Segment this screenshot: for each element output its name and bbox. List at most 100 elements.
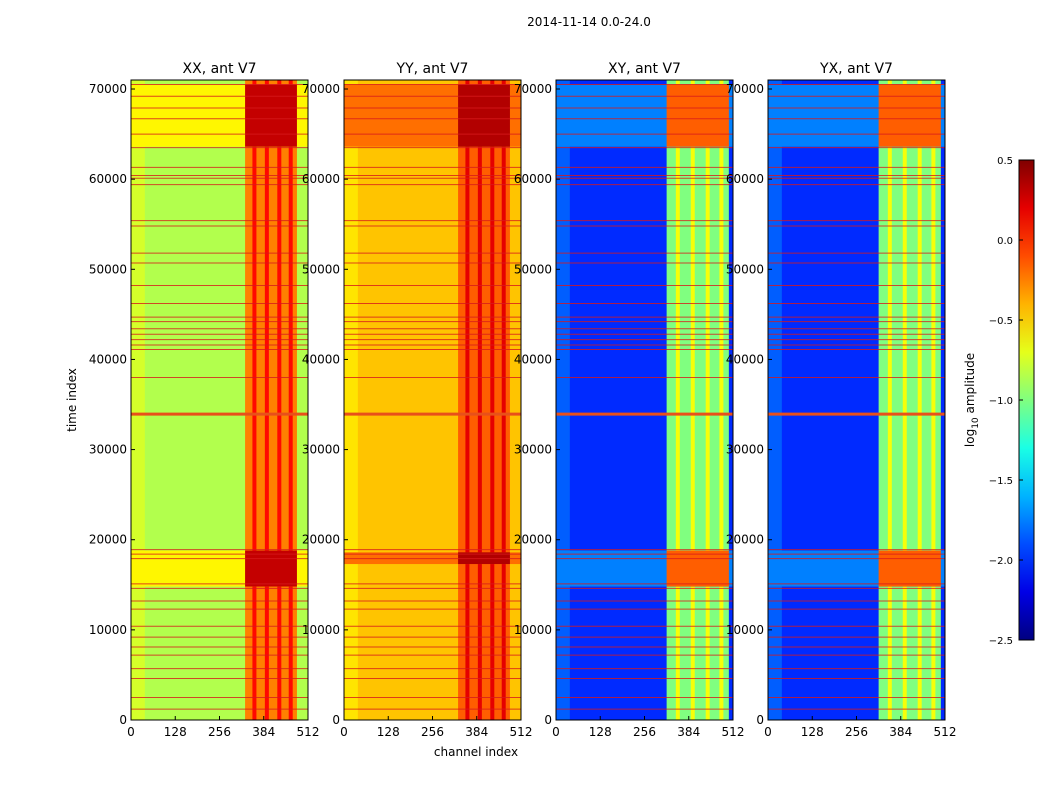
heatmap-strong-block-rfi: [666, 84, 729, 147]
x-tick-label: 512: [297, 725, 320, 739]
heatmap-rfi-stripe: [690, 80, 695, 720]
figure-suptitle: 2014-11-14 0.0-24.0: [527, 15, 651, 29]
heatmap-rfi-stripe: [931, 80, 936, 720]
heatmap-rfi-stripe: [477, 80, 482, 720]
x-axis-label: channel index: [434, 745, 518, 759]
heatmap-rfi-stripe: [719, 80, 724, 720]
heatmap-strong-block-rfi: [666, 550, 729, 587]
x-tick-label: 384: [889, 725, 912, 739]
panel-xy: XY, ant V7 0 128 256 384 512 0 10000 20000 30000 4…: [514, 61, 745, 739]
flagged-row-band: [556, 412, 733, 416]
heatmap-rfi-stripe: [705, 80, 710, 720]
x-tick-label: 128: [377, 725, 400, 739]
panel-title: YX, ant V7: [819, 61, 893, 77]
colorbar-tick-label: −0.5: [989, 316, 1013, 327]
x-tick-label: 512: [510, 725, 533, 739]
flagged-row-band: [344, 412, 521, 416]
heatmap-rfi-stripe: [887, 80, 892, 720]
y-tick-label: 10000: [302, 623, 340, 637]
y-tick-label: 20000: [514, 533, 552, 547]
y-tick-label: 10000: [514, 623, 552, 637]
y-tick-label: 0: [544, 713, 552, 727]
y-tick-label: 50000: [726, 262, 764, 276]
y-tick-label: 50000: [89, 262, 127, 276]
y-tick-label: 30000: [514, 443, 552, 457]
y-tick-label: 60000: [89, 172, 127, 186]
heatmap-rfi-stripe: [902, 80, 907, 720]
y-tick-label: 70000: [726, 82, 764, 96]
y-tick-label: 30000: [89, 443, 127, 457]
y-tick-label: 40000: [726, 352, 764, 366]
x-tick-label: 256: [845, 725, 868, 739]
y-tick-label: 40000: [302, 352, 340, 366]
y-tick-label: 70000: [514, 82, 552, 96]
x-tick-label: 256: [208, 725, 231, 739]
heatmap-rfi-stripe: [490, 80, 495, 720]
y-tick-label: 60000: [726, 172, 764, 186]
y-tick-label: 70000: [302, 82, 340, 96]
colorbar-label: log10 amplitude: [963, 353, 981, 447]
heatmap-rfi-stripe: [465, 80, 470, 720]
x-tick-label: 0: [764, 725, 772, 739]
y-tick-label: 20000: [302, 533, 340, 547]
colorbar-tick-label: 0.0: [997, 236, 1013, 247]
y-tick-label: 70000: [89, 82, 127, 96]
colorbar-tick-label: −1.5: [989, 476, 1013, 487]
y-tick-label: 30000: [726, 443, 764, 457]
panel-title: XX, ant V7: [183, 61, 257, 77]
colorbar: 0.5 0.0 −0.5 −1.0 −1.5 −2.0 −2.5 log10 amplitud…: [963, 156, 1035, 647]
x-tick-label: 384: [677, 725, 700, 739]
heatmap-rfi-stripe: [675, 80, 680, 720]
heatmap-strong-block-rfi: [458, 84, 510, 147]
panel-title: YY, ant V7: [396, 61, 469, 77]
heatmap-strong-block-rfi: [878, 550, 941, 587]
heatmap-rfi-stripe: [917, 80, 922, 720]
heatmap-strong-block-rfi: [245, 84, 297, 147]
x-tick-label: 384: [465, 725, 488, 739]
colorbar-tick-label: −2.5: [989, 636, 1013, 647]
y-tick-label: 0: [119, 713, 127, 727]
x-tick-label: 256: [421, 725, 444, 739]
heatmap-rfi-stripe: [264, 80, 269, 720]
heatmap-rfi-stripe: [277, 80, 282, 720]
x-tick-label: 256: [633, 725, 656, 739]
x-tick-label: 512: [934, 725, 957, 739]
y-tick-label: 10000: [89, 623, 127, 637]
x-tick-label: 384: [252, 725, 275, 739]
colorbar-tick-label: −2.0: [989, 556, 1013, 567]
x-tick-label: 128: [801, 725, 824, 739]
colorbar-tick-label: −1.0: [989, 396, 1013, 407]
panel-xx: XX, ant V7 0 128 256 384 512 0 10000 20000 30000 4…: [89, 61, 320, 739]
y-tick-label: 20000: [726, 533, 764, 547]
flagged-row-band: [131, 412, 308, 416]
y-tick-label: 40000: [514, 352, 552, 366]
panels: XX, ant V7 0 128 256 384 512 0 10000 20000 30000 4…: [89, 61, 957, 739]
panel-title: XY, ant V7: [608, 61, 681, 77]
y-tick-label: 10000: [726, 623, 764, 637]
y-tick-label: 0: [756, 713, 764, 727]
x-tick-label: 128: [164, 725, 187, 739]
heatmap-strong-block-rfi: [878, 84, 941, 147]
x-tick-label: 0: [127, 725, 135, 739]
flagged-row-band: [768, 412, 945, 416]
y-tick-label: 0: [332, 713, 340, 727]
y-tick-label: 50000: [302, 262, 340, 276]
heatmap-rfi-stripe: [288, 80, 293, 720]
y-axis-label: time index: [65, 368, 79, 432]
y-tick-label: 60000: [302, 172, 340, 186]
colorbar-tick-label: 0.5: [997, 156, 1013, 167]
y-tick-label: 30000: [302, 443, 340, 457]
x-tick-label: 0: [552, 725, 560, 739]
heatmap-rfi-stripe: [501, 80, 506, 720]
panel-yx: YX, ant V7 0 128 256 384 512 0 10000 20000 30000 4…: [726, 61, 957, 739]
y-tick-label: 20000: [89, 533, 127, 547]
y-tick-label: 60000: [514, 172, 552, 186]
y-tick-label: 50000: [514, 262, 552, 276]
x-tick-label: 512: [722, 725, 745, 739]
panel-yy: YY, ant V7 0 128 256 384 512 0 10000 20000 30000 4…: [302, 61, 533, 739]
heatmap-rfi-stripe: [252, 80, 257, 720]
x-tick-label: 128: [589, 725, 612, 739]
y-tick-label: 40000: [89, 352, 127, 366]
heatmap-strong-block-rfi: [245, 550, 297, 587]
